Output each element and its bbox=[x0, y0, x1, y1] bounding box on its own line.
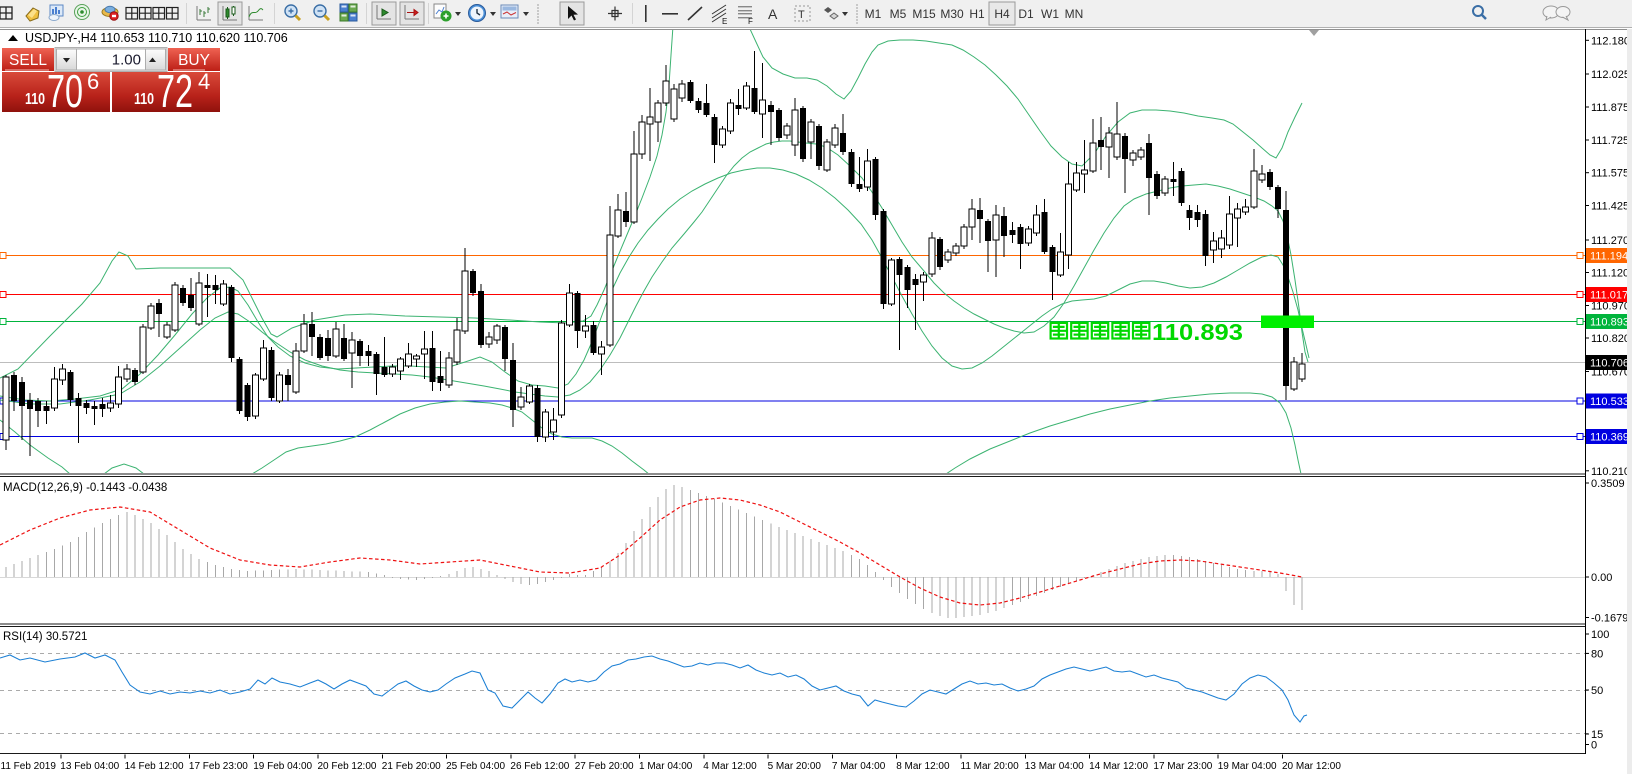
svg-text:110.533: 110.533 bbox=[1590, 396, 1629, 408]
svg-text:111.875: 111.875 bbox=[1591, 102, 1629, 114]
svg-text:112.180: 112.180 bbox=[1591, 35, 1630, 47]
svg-text:5 Mar 20:00: 5 Mar 20:00 bbox=[768, 761, 822, 772]
svg-text:110.369: 110.369 bbox=[1590, 432, 1629, 444]
svg-text:M15: M15 bbox=[912, 7, 936, 21]
svg-text:11 Feb 2019: 11 Feb 2019 bbox=[1, 761, 57, 772]
svg-text:111.120: 111.120 bbox=[1591, 268, 1629, 280]
svg-text:27 Feb 20:00: 27 Feb 20:00 bbox=[575, 761, 634, 772]
svg-text:111.194: 111.194 bbox=[1590, 251, 1628, 263]
svg-text:F: F bbox=[748, 17, 753, 26]
svg-text:111.725: 111.725 bbox=[1591, 135, 1629, 147]
svg-text:110.210: 110.210 bbox=[1591, 466, 1630, 478]
svg-text:14 Feb 12:00: 14 Feb 12:00 bbox=[125, 761, 184, 772]
svg-text:0.00: 0.00 bbox=[1591, 572, 1612, 584]
svg-text:D1: D1 bbox=[1018, 7, 1034, 21]
svg-text:1.00: 1.00 bbox=[112, 52, 141, 69]
svg-text:20 Feb 12:00: 20 Feb 12:00 bbox=[318, 761, 377, 772]
svg-text:111.575: 111.575 bbox=[1591, 168, 1629, 180]
svg-text:MACD(12,26,9) -0.1443 -0.0438: MACD(12,26,9) -0.1443 -0.0438 bbox=[3, 482, 167, 494]
svg-text:21 Feb 20:00: 21 Feb 20:00 bbox=[382, 761, 441, 772]
svg-text:112.025: 112.025 bbox=[1591, 69, 1630, 81]
svg-text:110: 110 bbox=[134, 91, 154, 108]
svg-text:111.270: 111.270 bbox=[1591, 235, 1629, 247]
svg-text:H4: H4 bbox=[994, 7, 1010, 21]
svg-text:19 Feb 04:00: 19 Feb 04:00 bbox=[253, 761, 312, 772]
svg-text:4: 4 bbox=[198, 69, 210, 94]
svg-text:-0.1679: -0.1679 bbox=[1591, 613, 1628, 625]
svg-text:RSI(14) 30.5721: RSI(14) 30.5721 bbox=[3, 631, 87, 643]
svg-text:19 Mar 04:00: 19 Mar 04:00 bbox=[1218, 761, 1277, 772]
svg-text:6: 6 bbox=[87, 69, 99, 94]
svg-text:110.893: 110.893 bbox=[1152, 319, 1243, 345]
svg-text:26 Feb 12:00: 26 Feb 12:00 bbox=[510, 761, 569, 772]
svg-text:15: 15 bbox=[1591, 729, 1603, 741]
svg-text:70: 70 bbox=[47, 65, 83, 117]
svg-text:SELL: SELL bbox=[9, 52, 47, 69]
svg-text:4 Mar 12:00: 4 Mar 12:00 bbox=[703, 761, 757, 772]
svg-text:110.706: 110.706 bbox=[1590, 358, 1629, 370]
svg-text:17 Mar 23:00: 17 Mar 23:00 bbox=[1153, 761, 1212, 772]
svg-text:100: 100 bbox=[1591, 629, 1609, 641]
svg-text:110.893: 110.893 bbox=[1590, 317, 1629, 329]
svg-text:13 Feb 04:00: 13 Feb 04:00 bbox=[60, 761, 119, 772]
svg-text:11 Mar 20:00: 11 Mar 20:00 bbox=[961, 761, 1020, 772]
svg-text:A: A bbox=[768, 6, 778, 22]
svg-text:W1: W1 bbox=[1041, 7, 1059, 21]
svg-text:0.3509: 0.3509 bbox=[1591, 478, 1625, 490]
svg-text:111.425: 111.425 bbox=[1591, 201, 1629, 213]
svg-text:MN: MN bbox=[1065, 7, 1084, 21]
svg-text:M30: M30 bbox=[940, 7, 964, 21]
svg-text:0: 0 bbox=[1591, 740, 1597, 752]
svg-text:7 Mar 04:00: 7 Mar 04:00 bbox=[832, 761, 886, 772]
svg-text:14 Mar 12:00: 14 Mar 12:00 bbox=[1089, 761, 1148, 772]
svg-text:110.970: 110.970 bbox=[1591, 301, 1630, 313]
svg-text:13 Mar 04:00: 13 Mar 04:00 bbox=[1025, 761, 1084, 772]
svg-text:72: 72 bbox=[157, 65, 193, 117]
svg-text:T: T bbox=[798, 9, 805, 21]
svg-text:20 Mar 12:00: 20 Mar 12:00 bbox=[1282, 761, 1341, 772]
svg-text:USDJPY-,H4 110.653 110.710 11: USDJPY-,H4 110.653 110.710 110.620 110.7… bbox=[25, 31, 288, 45]
svg-text:M5: M5 bbox=[890, 7, 907, 21]
svg-text:17 Feb 23:00: 17 Feb 23:00 bbox=[189, 761, 248, 772]
svg-text:H1: H1 bbox=[969, 7, 985, 21]
svg-text:8 Mar 12:00: 8 Mar 12:00 bbox=[896, 761, 950, 772]
svg-text:1 Mar 04:00: 1 Mar 04:00 bbox=[639, 761, 693, 772]
svg-text:E: E bbox=[722, 17, 727, 26]
svg-text:80: 80 bbox=[1591, 648, 1603, 660]
svg-text:25 Feb 04:00: 25 Feb 04:00 bbox=[446, 761, 505, 772]
svg-text:M1: M1 bbox=[865, 7, 882, 21]
svg-text:50: 50 bbox=[1591, 685, 1603, 697]
svg-text:111.017: 111.017 bbox=[1590, 290, 1628, 302]
svg-text:BUY: BUY bbox=[178, 52, 210, 69]
svg-text:110: 110 bbox=[25, 91, 45, 108]
svg-text:110.820: 110.820 bbox=[1591, 333, 1630, 345]
